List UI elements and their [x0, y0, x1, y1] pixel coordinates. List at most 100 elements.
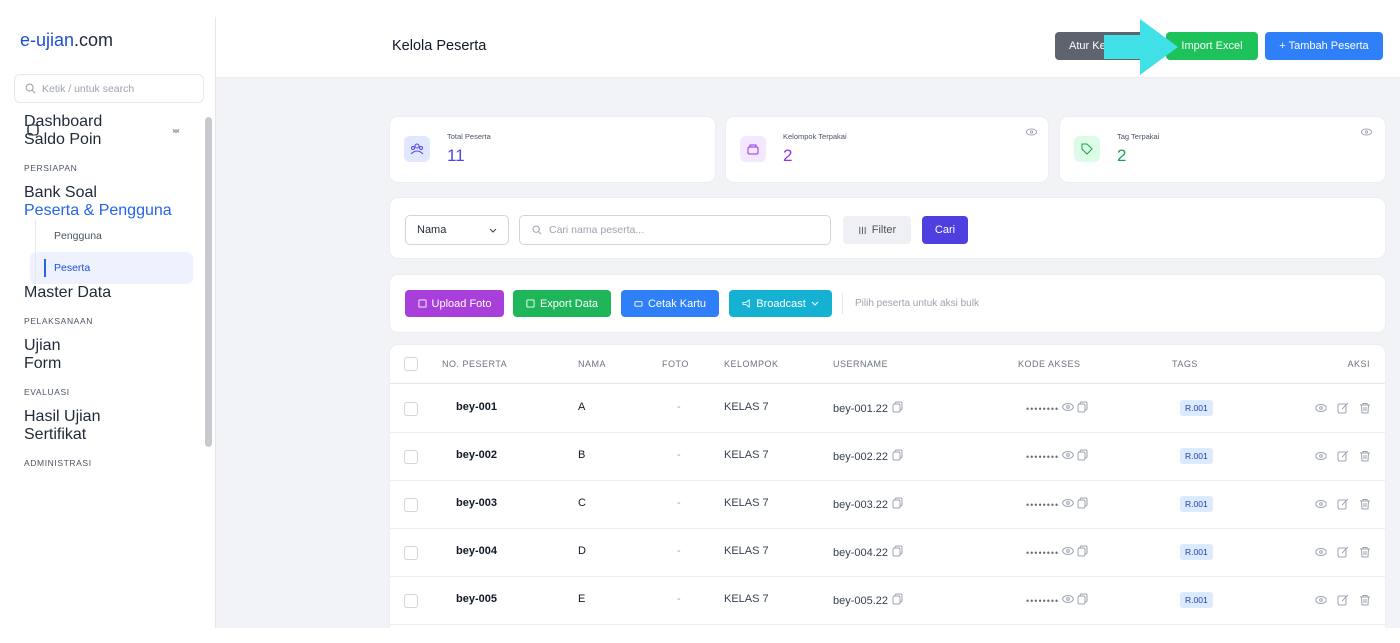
nav-item[interactable]: Form — [0, 124, 205, 373]
table-cell: - — [677, 545, 681, 557]
table-cell: KELAS 7 — [724, 593, 769, 605]
cell-text: •••••••• — [1026, 500, 1060, 510]
bulk-hint: Pilih peserta untuk aksi bulk — [855, 298, 979, 309]
nav-item[interactable]: Peserta & Pengguna — [0, 124, 205, 220]
view-action[interactable] — [1315, 498, 1327, 510]
nav-item[interactable]: Ujian — [0, 124, 205, 355]
stat-value: 11 — [447, 146, 465, 165]
cell-text: KELAS 7 — [724, 401, 769, 413]
eye-icon[interactable] — [1361, 128, 1372, 136]
filter-button[interactable]: Filter — [843, 216, 911, 244]
button-label: Cetak Kartu — [647, 297, 707, 310]
cell-text: E — [578, 593, 586, 605]
row-checkbox[interactable] — [404, 498, 418, 512]
cell-text: bey-005 — [456, 593, 497, 605]
row-checkbox[interactable] — [404, 594, 418, 608]
nav-section-title: EVALUASI — [24, 387, 70, 397]
broadcast-button[interactable]: Broadcast — [729, 290, 832, 317]
delete-action[interactable] — [1359, 402, 1371, 414]
search-input[interactable]: Cari nama peserta... — [519, 215, 831, 245]
edit-action[interactable] — [1337, 594, 1349, 606]
cell-text: KELAS 7 — [724, 545, 769, 557]
column-header: KELOMPOK — [724, 359, 779, 369]
copy-icon — [1077, 449, 1088, 461]
topbar: Kelola Peserta Atur Ke Import Excel + Ta… — [216, 17, 1400, 78]
column-header: NO. PESERTA — [442, 359, 508, 369]
cell-text: KELAS 7 — [724, 449, 769, 461]
stat-label: Kelompok Terpakai — [783, 132, 847, 141]
button-label: + Tambah Peserta — [1279, 40, 1369, 52]
export-button[interactable]: Export Data — [513, 290, 611, 317]
active-indicator — [44, 259, 46, 277]
nav-sub-item[interactable]: Pengguna — [0, 220, 205, 252]
print-card-button[interactable]: Cetak Kartu — [621, 290, 719, 317]
stat-label: Total Peserta — [447, 132, 491, 141]
tag-pill: R.001 — [1180, 544, 1213, 560]
column-header: KODE AKSES — [1018, 359, 1081, 369]
nav-item[interactable]: Master Data — [0, 124, 205, 302]
table-cell: - — [677, 593, 681, 605]
table-cell: bey-002 — [456, 449, 497, 461]
cell-text: B — [578, 449, 586, 461]
nav-label: Dashboard — [24, 113, 103, 130]
nav-label: Ujian — [24, 337, 61, 354]
nav-sub-item[interactable]: Peserta — [30, 252, 193, 284]
field-select[interactable]: Nama — [405, 215, 509, 245]
nav-sub-label: Peserta — [54, 262, 91, 274]
edit-action[interactable] — [1337, 546, 1349, 558]
view-action[interactable] — [1315, 594, 1327, 606]
import-button[interactable]: Import Excel — [1166, 32, 1258, 60]
copy-icon — [892, 401, 903, 413]
tree-line — [35, 252, 36, 284]
arrow-annotation — [1104, 19, 1178, 75]
copy-icon — [892, 497, 903, 509]
copy-icon — [1077, 401, 1088, 413]
row-checkbox[interactable] — [404, 402, 418, 416]
upload-photo-button[interactable]: Upload Foto — [405, 290, 504, 317]
delete-action[interactable] — [1359, 546, 1371, 558]
sidebar-search-placeholder: Ketik / untuk search — [42, 82, 135, 95]
button-label: Broadcast — [756, 297, 806, 310]
stat-card: Tag Terpakai 2 — [1060, 117, 1385, 182]
eye-icon[interactable] — [1026, 128, 1037, 136]
table-cell: B — [578, 449, 585, 461]
divider — [842, 293, 843, 314]
delete-action[interactable] — [1359, 498, 1371, 510]
cell-text: D — [578, 545, 586, 557]
table-cell: E — [578, 593, 585, 605]
nav-item[interactable]: Bank Soal — [0, 124, 205, 202]
copy-icon — [1077, 545, 1088, 557]
brand-name: e-ujian — [20, 30, 75, 50]
delete-action[interactable] — [1359, 594, 1371, 606]
view-action[interactable] — [1315, 546, 1327, 558]
nav-item[interactable]: Hasil Ujian — [0, 124, 205, 426]
brand: e-ujian.com — [20, 30, 113, 51]
nav-item[interactable]: Sertifikat — [0, 124, 205, 444]
edit-action[interactable] — [1337, 498, 1349, 510]
row-checkbox[interactable] — [404, 546, 418, 560]
header-checkbox[interactable] — [404, 357, 418, 371]
delete-action[interactable] — [1359, 450, 1371, 462]
eye-icon — [1062, 595, 1075, 603]
view-action[interactable] — [1315, 450, 1327, 462]
edit-action[interactable] — [1337, 402, 1349, 414]
sidebar-search[interactable]: Ketik / untuk search — [14, 74, 204, 103]
table-cell: bey-002.22 — [833, 449, 904, 463]
button-label: Upload Foto — [431, 297, 492, 310]
table-cell: •••••••• — [1026, 593, 1089, 606]
select-value: Nama — [417, 224, 447, 236]
row-checkbox[interactable] — [404, 450, 418, 464]
cell-text: bey-003.22 — [833, 499, 889, 511]
cell-text: A — [578, 401, 586, 413]
add-button[interactable]: + Tambah Peserta — [1265, 32, 1383, 60]
button-label: Atur Ke — [1069, 40, 1106, 52]
column-header: NAMA — [578, 359, 607, 369]
search-button[interactable]: Cari — [922, 216, 968, 244]
view-action[interactable] — [1315, 402, 1327, 414]
cell-text: bey-005.22 — [833, 595, 889, 607]
table-cell: KELAS 7 — [724, 401, 769, 413]
eye-icon — [1062, 451, 1075, 459]
edit-action[interactable] — [1337, 450, 1349, 462]
cell-text: bey-003 — [456, 497, 497, 509]
